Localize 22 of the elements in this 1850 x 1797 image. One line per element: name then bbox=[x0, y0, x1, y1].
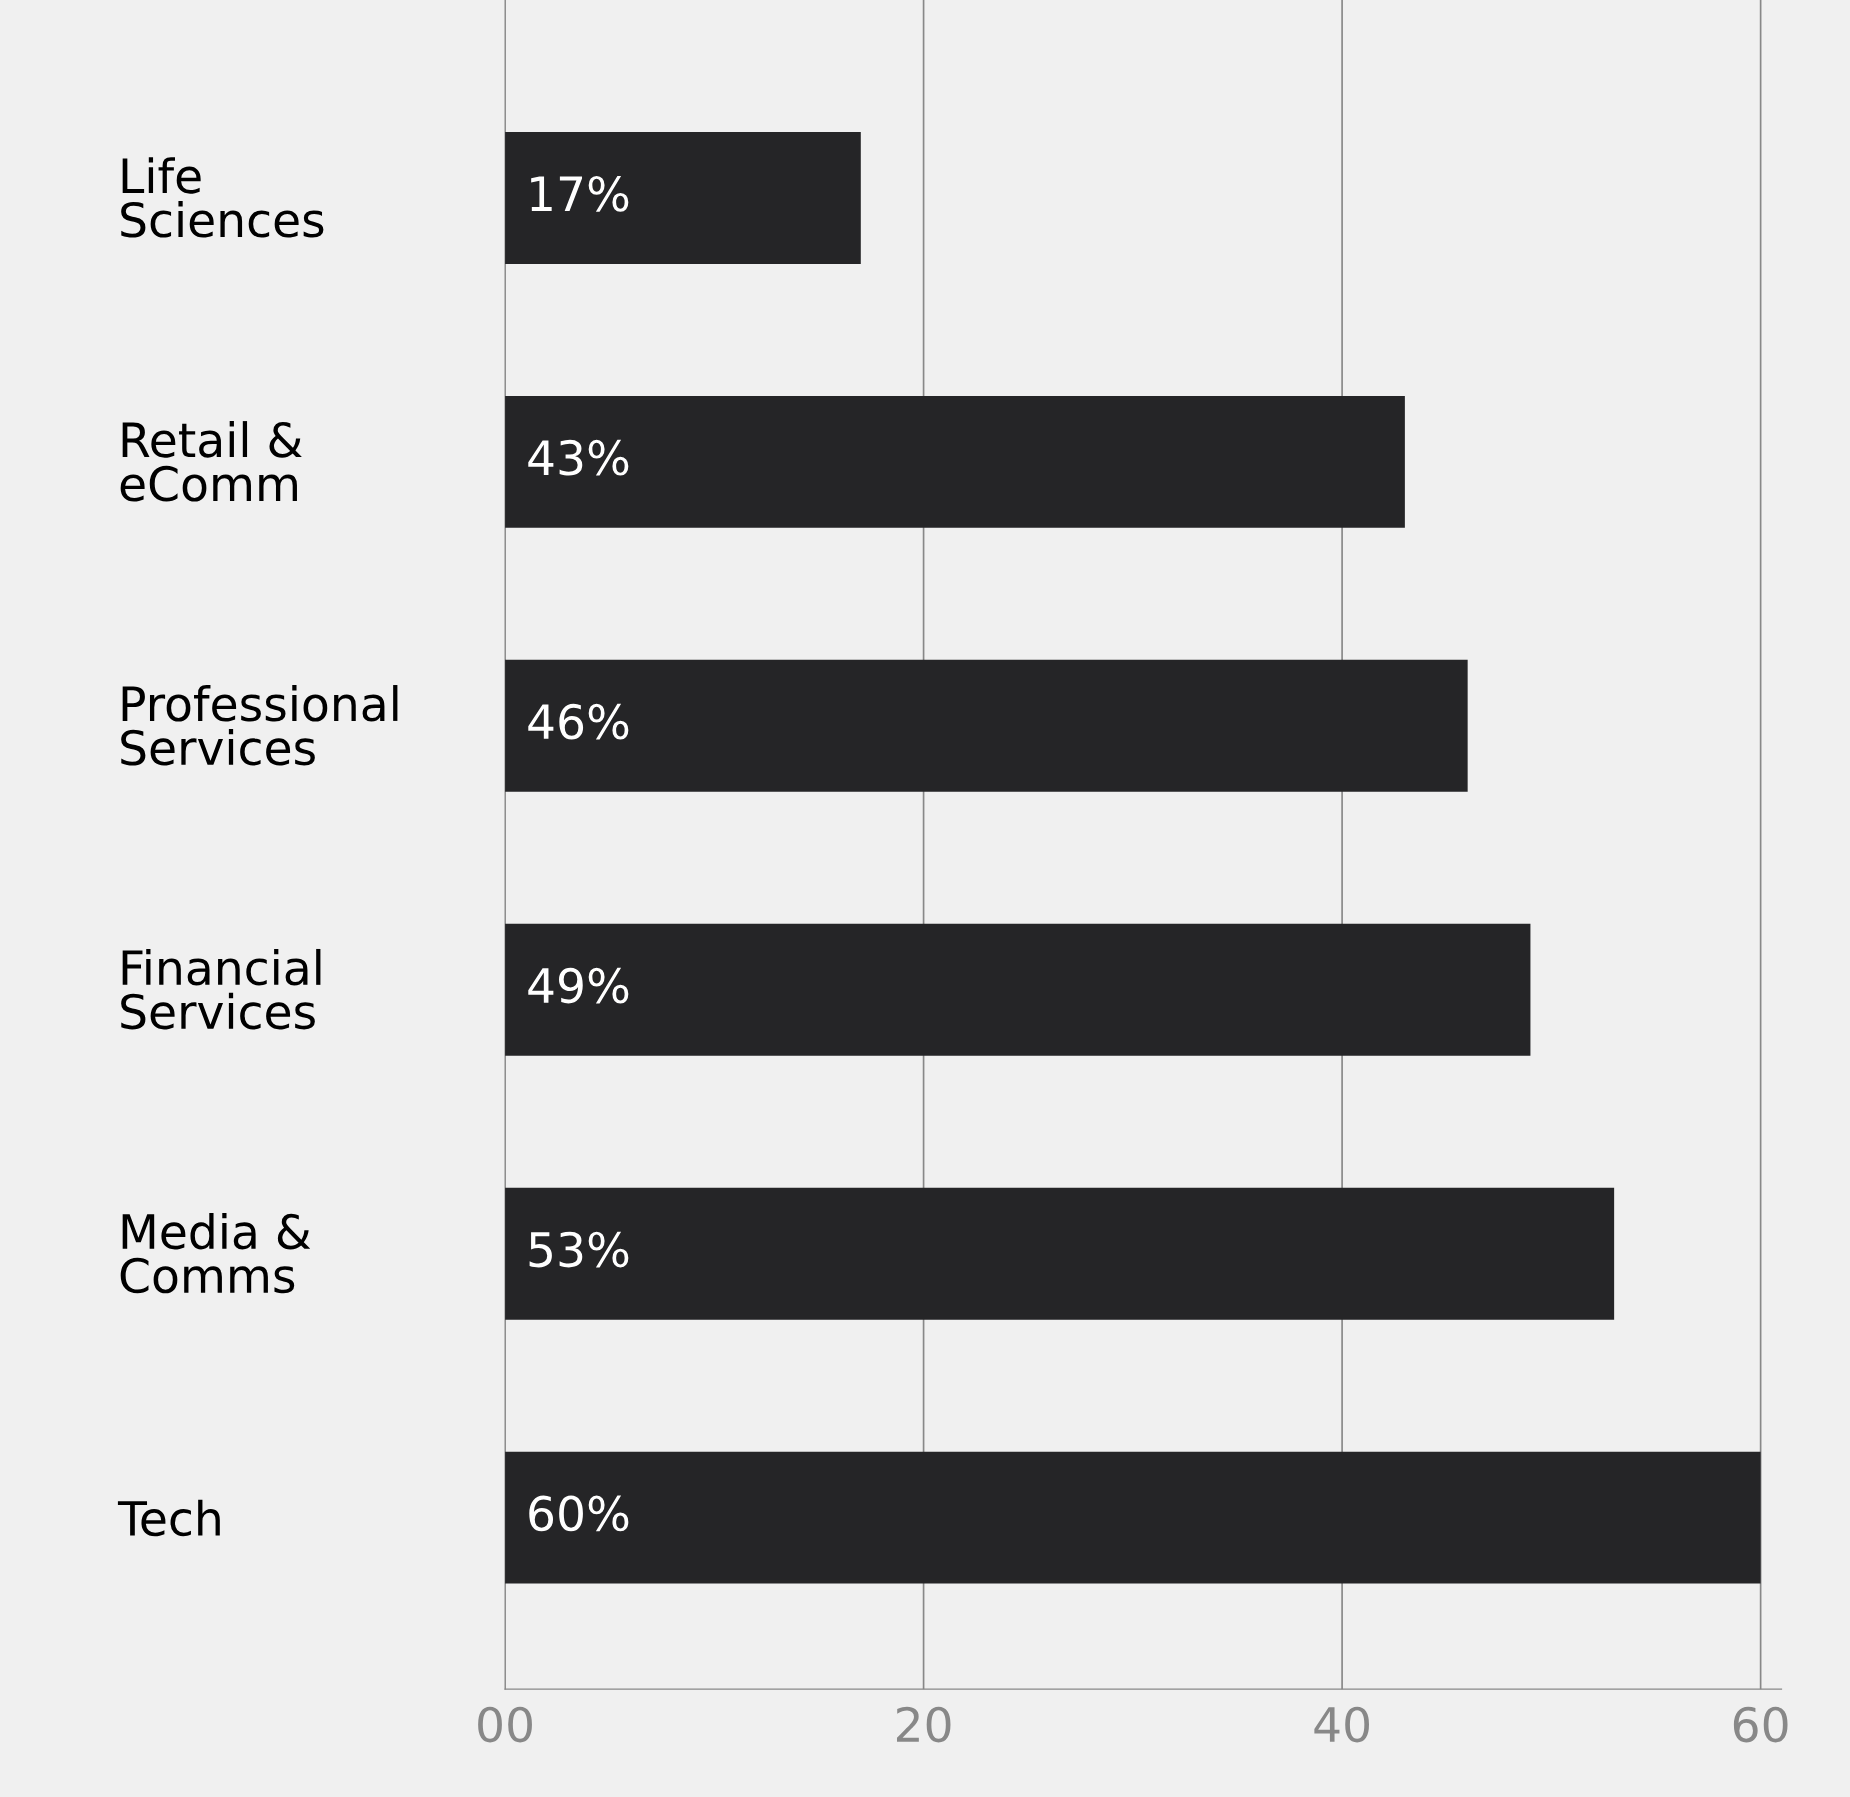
y-tick-label: Professional Services bbox=[121, 685, 398, 766]
bar bbox=[505, 1187, 1615, 1320]
y-tick-label: Retail & eComm bbox=[120, 421, 302, 502]
x-tick-label: 40 bbox=[1314, 1706, 1370, 1743]
data-label: 49% bbox=[528, 967, 629, 1004]
x-tick-label: 60 bbox=[1733, 1706, 1788, 1743]
x-tick-label: 00 bbox=[478, 1706, 532, 1743]
bar bbox=[505, 1451, 1761, 1584]
data-label: 17% bbox=[531, 175, 629, 212]
bar bbox=[505, 131, 861, 264]
y-tick-label: Financial Services bbox=[121, 948, 321, 1030]
bar bbox=[505, 395, 1405, 528]
x-tick-label: 20 bbox=[896, 1706, 951, 1743]
y-tick-label: Life Sciences bbox=[121, 157, 324, 238]
y-tick-label: Tech bbox=[117, 1499, 220, 1537]
bar bbox=[505, 923, 1531, 1056]
data-label: 60% bbox=[529, 1495, 629, 1532]
y-tick-label: Media & Comms bbox=[120, 1212, 311, 1294]
bar bbox=[505, 659, 1468, 792]
data-label: 46% bbox=[528, 703, 629, 740]
data-label: 53% bbox=[529, 1231, 629, 1268]
data-label: 43% bbox=[528, 439, 629, 476]
